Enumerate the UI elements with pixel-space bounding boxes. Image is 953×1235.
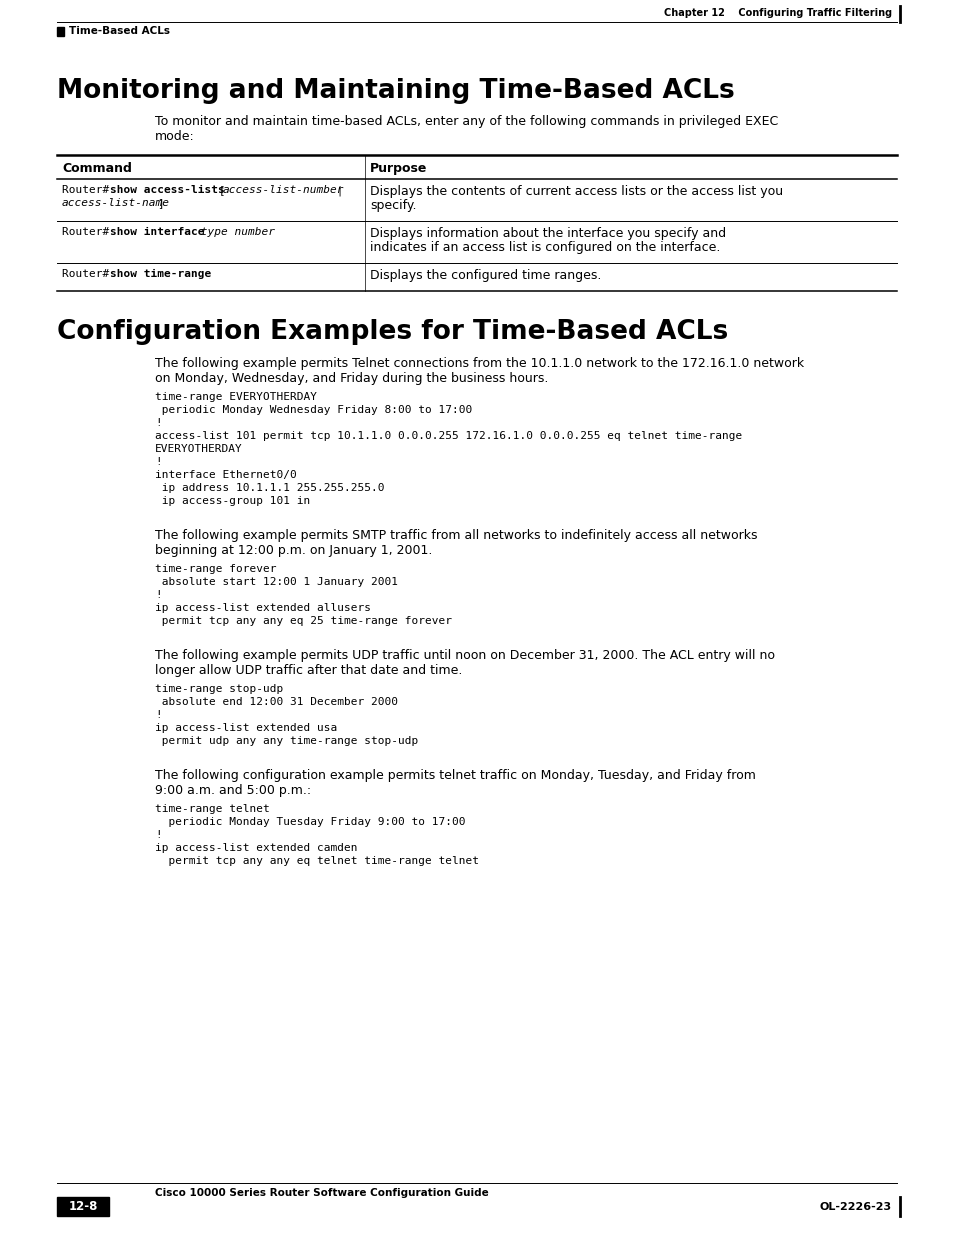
Text: show time-range: show time-range [110,269,211,279]
Text: show access-lists: show access-lists [110,185,225,195]
Text: [: [ [212,185,225,195]
Text: Displays the contents of current access lists or the access list you: Displays the contents of current access … [370,185,782,198]
Text: ]: ] [157,198,164,207]
Text: absolute start 12:00 1 January 2001: absolute start 12:00 1 January 2001 [154,577,397,587]
Text: ip access-list extended allusers: ip access-list extended allusers [154,603,371,613]
Text: !: ! [154,710,162,720]
Text: Displays information about the interface you specify and: Displays information about the interface… [370,227,725,240]
Text: Configuration Examples for Time-Based ACLs: Configuration Examples for Time-Based AC… [57,319,727,345]
Text: show interface: show interface [110,227,204,237]
Text: specify.: specify. [370,199,416,212]
Text: type number: type number [193,227,274,237]
Text: !: ! [154,830,162,840]
Text: 12-8: 12-8 [69,1200,97,1213]
Text: interface Ethernet0/0: interface Ethernet0/0 [154,471,296,480]
Text: ip access-list extended usa: ip access-list extended usa [154,722,337,734]
Text: ip access-group 101 in: ip access-group 101 in [154,496,310,506]
Text: Command: Command [62,162,132,175]
Text: permit udp any any time-range stop-udp: permit udp any any time-range stop-udp [154,736,417,746]
Text: Chapter 12    Configuring Traffic Filtering: Chapter 12 Configuring Traffic Filtering [663,7,891,19]
Text: access-list-number: access-list-number [223,185,344,195]
Text: The following example permits UDP traffic until noon on December 31, 2000. The A: The following example permits UDP traffi… [154,650,774,662]
Text: 9:00 a.m. and 5:00 p.m.:: 9:00 a.m. and 5:00 p.m.: [154,784,311,797]
Text: The following configuration example permits telnet traffic on Monday, Tuesday, a: The following configuration example perm… [154,769,755,782]
Text: periodic Monday Wednesday Friday 8:00 to 17:00: periodic Monday Wednesday Friday 8:00 to… [154,405,472,415]
Text: OL-2226-23: OL-2226-23 [819,1202,891,1212]
Text: The following example permits SMTP traffic from all networks to indefinitely acc: The following example permits SMTP traff… [154,529,757,542]
Text: time-range telnet: time-range telnet [154,804,270,814]
Text: Monitoring and Maintaining Time-Based ACLs: Monitoring and Maintaining Time-Based AC… [57,78,734,104]
Text: |: | [330,185,343,195]
Text: indicates if an access list is configured on the interface.: indicates if an access list is configure… [370,241,720,254]
Text: time-range stop-udp: time-range stop-udp [154,684,283,694]
Text: !: ! [154,457,162,467]
Text: !: ! [154,590,162,600]
Text: permit tcp any any eq 25 time-range forever: permit tcp any any eq 25 time-range fore… [154,616,452,626]
Text: longer allow UDP traffic after that date and time.: longer allow UDP traffic after that date… [154,664,462,677]
Text: Displays the configured time ranges.: Displays the configured time ranges. [370,269,600,282]
Text: time-range forever: time-range forever [154,564,276,574]
Text: Purpose: Purpose [370,162,427,175]
Bar [57,27,64,36]
Text: access-list 101 permit tcp 10.1.1.0 0.0.0.255 172.16.1.0 0.0.0.255 eq telnet tim: access-list 101 permit tcp 10.1.1.0 0.0.… [154,431,741,441]
Text: Time-Based ACLs: Time-Based ACLs [69,26,170,36]
Text: Router#: Router# [62,185,116,195]
Text: To monitor and maintain time-based ACLs, enter any of the following commands in : To monitor and maintain time-based ACLs,… [154,115,778,128]
Text: beginning at 12:00 p.m. on January 1, 2001.: beginning at 12:00 p.m. on January 1, 20… [154,543,432,557]
Text: EVERYOTHERDAY: EVERYOTHERDAY [154,445,242,454]
Text: !: ! [154,417,162,429]
Text: ip access-list extended camden: ip access-list extended camden [154,844,357,853]
Text: on Monday, Wednesday, and Friday during the business hours.: on Monday, Wednesday, and Friday during … [154,372,548,385]
Bar [57,1197,109,1216]
Text: Router#: Router# [62,227,116,237]
Text: Cisco 10000 Series Router Software Configuration Guide: Cisco 10000 Series Router Software Confi… [154,1188,488,1198]
Text: time-range EVERYOTHERDAY: time-range EVERYOTHERDAY [154,391,316,403]
Text: mode:: mode: [154,130,194,143]
Text: Router#: Router# [62,269,116,279]
Text: ip address 10.1.1.1 255.255.255.0: ip address 10.1.1.1 255.255.255.0 [154,483,384,493]
Text: permit tcp any any eq telnet time-range telnet: permit tcp any any eq telnet time-range … [154,856,478,866]
Text: absolute end 12:00 31 December 2000: absolute end 12:00 31 December 2000 [154,697,397,706]
Text: The following example permits Telnet connections from the 10.1.1.0 network to th: The following example permits Telnet con… [154,357,803,370]
Text: access-list-name: access-list-name [62,198,170,207]
Text: periodic Monday Tuesday Friday 9:00 to 17:00: periodic Monday Tuesday Friday 9:00 to 1… [154,818,465,827]
